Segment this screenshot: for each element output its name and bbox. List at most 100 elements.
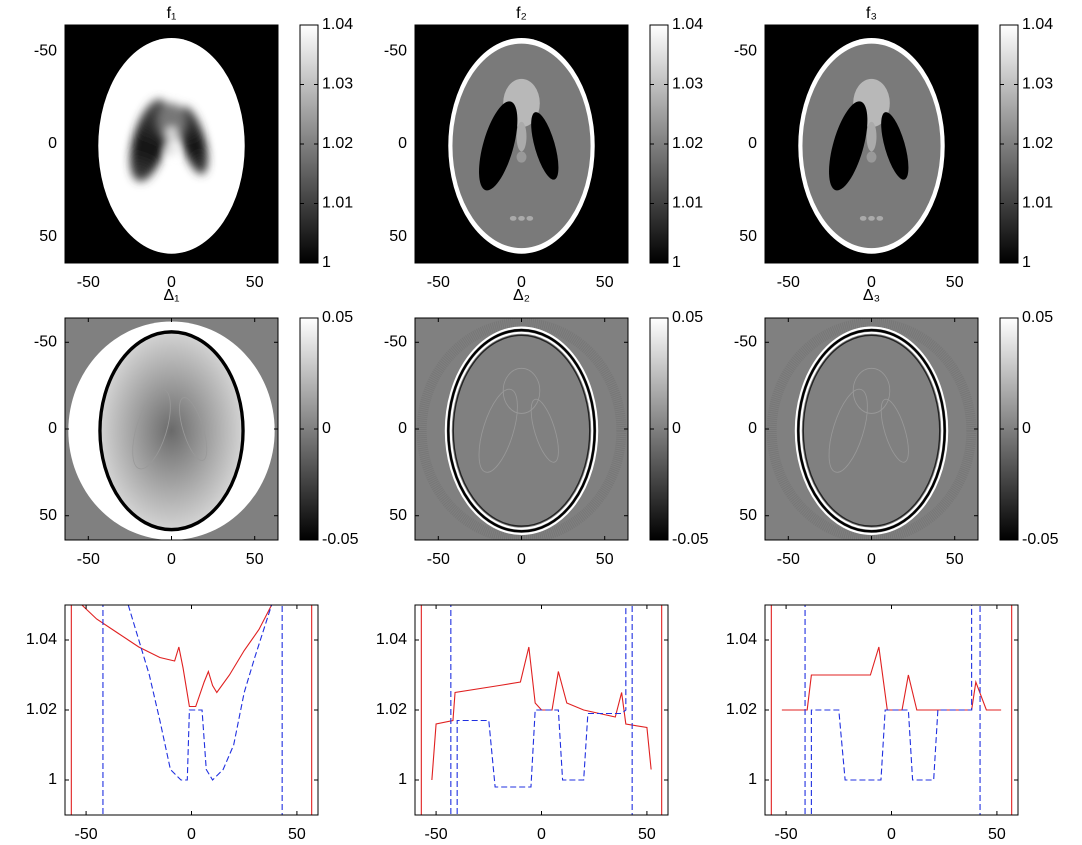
- ring: [797, 328, 946, 533]
- dot: [866, 151, 877, 163]
- y-tick-label: -50: [34, 334, 57, 351]
- image: [65, 25, 278, 263]
- y-tick-label: 0: [748, 420, 757, 437]
- axes-frame: [414, 24, 629, 264]
- axes-frame: [414, 604, 669, 816]
- x-tick-label: -50: [427, 551, 450, 568]
- axes-frame: [64, 24, 279, 264]
- y-tick-label: 50: [739, 507, 757, 524]
- trace: [179, 397, 208, 461]
- image: [765, 318, 978, 540]
- colorbar-tick-label: 1.02: [1022, 135, 1053, 152]
- y-tick-label: 1.02: [376, 701, 407, 718]
- x-tick-label: 50: [988, 826, 1006, 843]
- series-line: [102, 605, 283, 815]
- series-line: [450, 605, 633, 815]
- x-tick-label: -50: [77, 274, 100, 291]
- x-tick-label: -50: [75, 826, 98, 843]
- x-tick-label: 0: [887, 826, 896, 843]
- colorbar-tick-label: 1: [672, 254, 681, 271]
- colorbar-tick-label: 0: [672, 420, 681, 437]
- ring: [444, 326, 599, 535]
- background: [415, 318, 628, 540]
- trace: [502, 367, 541, 414]
- ring: [449, 331, 594, 530]
- colorbar-tick-label: 1.03: [1022, 76, 1053, 93]
- lobe: [531, 112, 559, 180]
- axes-frame: [764, 317, 979, 541]
- dot: [876, 215, 884, 221]
- colorbar-tick-label: 1.04: [672, 16, 703, 33]
- halo: [766, 318, 977, 540]
- axes-frame: [64, 317, 279, 541]
- colorbar-tick-label: 1.02: [672, 135, 703, 152]
- y-tick-label: 50: [39, 507, 57, 524]
- x-tick-label: 0: [167, 274, 176, 291]
- plot-area: [70, 605, 313, 815]
- x-tick-label: 50: [246, 274, 264, 291]
- colorbar-tick-label: 0.05: [322, 309, 353, 326]
- x-tick-label: 0: [187, 826, 196, 843]
- image-content: [415, 25, 628, 263]
- dot: [518, 215, 525, 221]
- colorbar-tick-label: 1: [1022, 254, 1031, 271]
- x-tick-label: -50: [777, 551, 800, 568]
- image-content: [65, 25, 278, 263]
- axes-frame: [414, 317, 629, 541]
- x-tick-label: 0: [867, 274, 876, 291]
- x-tick-label: -50: [775, 826, 798, 843]
- x-tick-label: -50: [77, 551, 100, 568]
- y-tick-label: 50: [389, 507, 407, 524]
- x-tick-label: 0: [517, 551, 526, 568]
- y-tick-label: 1.02: [726, 701, 757, 718]
- x-tick-label: 50: [638, 826, 656, 843]
- x-tick-label: 50: [946, 274, 964, 291]
- x-tick-label: 50: [596, 274, 614, 291]
- x-tick-label: 0: [537, 826, 546, 843]
- lobe: [479, 101, 518, 191]
- ring: [447, 328, 596, 533]
- colorbar-tick-label: 1.02: [322, 135, 353, 152]
- image: [65, 318, 278, 540]
- series-line: [804, 605, 981, 815]
- x-tick-label: 50: [596, 551, 614, 568]
- x-tick-label: 0: [517, 274, 526, 291]
- trace: [132, 388, 171, 470]
- y-tick-label: 1.04: [376, 631, 407, 648]
- y-tick-label: 0: [748, 135, 757, 152]
- panel-title: Δ₁: [163, 287, 179, 304]
- series-line: [70, 605, 313, 815]
- axes-frame: [64, 604, 319, 816]
- background: [765, 318, 978, 540]
- trace: [828, 388, 868, 473]
- x-tick-label: 50: [946, 551, 964, 568]
- y-tick-label: 50: [739, 228, 757, 245]
- colorbar-tick-label: -0.05: [1022, 531, 1059, 548]
- dot: [166, 144, 177, 156]
- image: [765, 25, 978, 263]
- y-tick-label: 0: [48, 420, 57, 437]
- trace: [852, 367, 891, 414]
- colorbar-tick-label: 0: [322, 420, 331, 437]
- core: [158, 103, 185, 141]
- colorbar-tick-label: 1.01: [322, 195, 353, 212]
- image: [415, 318, 628, 540]
- panel-title: f₂: [516, 5, 527, 22]
- series-line: [770, 605, 1013, 815]
- panel-title: f₃: [866, 5, 877, 22]
- image: [415, 25, 628, 263]
- y-tick-label: 1: [748, 771, 757, 788]
- colorbar-tick-label: 0.05: [1022, 309, 1053, 326]
- y-tick-label: 1.04: [726, 631, 757, 648]
- dot: [526, 215, 534, 221]
- trace: [478, 388, 518, 473]
- lobe: [829, 101, 868, 191]
- colorbar-tick-label: -0.05: [672, 531, 709, 548]
- lobe: [178, 106, 208, 175]
- image-content: [765, 25, 978, 263]
- y-tick-label: 0: [398, 420, 407, 437]
- y-tick-label: 0: [398, 135, 407, 152]
- axes-frame: [764, 604, 1019, 816]
- panel-title: Δ₃: [863, 287, 880, 304]
